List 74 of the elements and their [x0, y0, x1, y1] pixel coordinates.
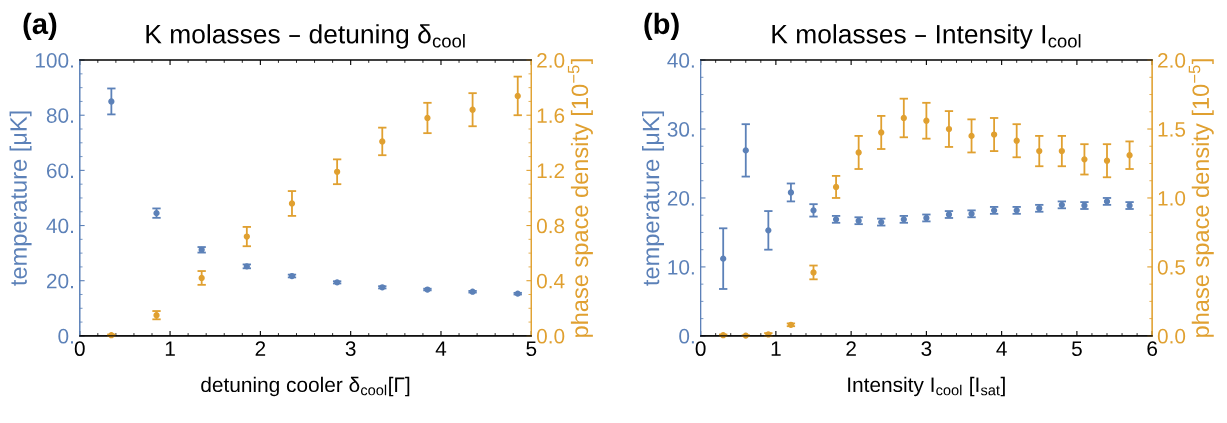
y2-tick-label: 0.0	[1157, 328, 1186, 344]
y-tick-label: 60.	[46, 163, 73, 179]
x-axis-title: detuning cooler δ$_{cool}$[Γ]	[201, 376, 410, 397]
point	[514, 92, 521, 100]
point	[787, 189, 795, 196]
y2-tick-label: 0.8	[536, 218, 565, 234]
point	[810, 269, 817, 276]
y2-tick-label: 0.5	[1157, 259, 1186, 275]
y2-tick-label: 1.0	[1158, 190, 1186, 206]
y-axis-title: temperature [μK]	[642, 111, 665, 286]
x-tick-label: 1	[771, 341, 781, 356]
y2-axis-title: phase space density [10$^{−5}$]	[567, 59, 593, 337]
point	[424, 114, 431, 122]
x-tick-label: 0	[695, 341, 706, 357]
x-tick-label: 0	[74, 341, 85, 357]
y-axis-title: temperature [μK]	[9, 111, 32, 286]
point	[720, 255, 727, 262]
point	[1081, 156, 1088, 163]
x-tick-label: 4	[996, 341, 1007, 356]
point	[1058, 147, 1065, 155]
x-tick-label: 6	[1147, 341, 1158, 357]
y2-tick-label: 1.2	[537, 163, 565, 178]
y-tick-label: 20.	[667, 190, 694, 206]
point	[1013, 137, 1020, 144]
chart-title: K molasses – detuning δ$_{cool}$	[146, 24, 465, 49]
point	[469, 106, 476, 113]
x-tick-label: 2	[255, 341, 266, 356]
point	[810, 207, 817, 214]
point	[1126, 152, 1133, 159]
y2-tick-label: 0.4	[536, 273, 565, 289]
x-tick-label: 4	[435, 341, 447, 356]
y-tick-label: 100.	[35, 53, 73, 68]
point	[765, 227, 772, 234]
y-tick-label: 0.	[679, 328, 694, 344]
point	[379, 138, 386, 145]
y-tick-label: 80.	[46, 108, 73, 123]
y-tick-label: 40.	[46, 218, 73, 234]
point	[945, 125, 953, 133]
point	[243, 233, 250, 240]
point	[288, 200, 296, 207]
point	[832, 183, 840, 191]
point	[878, 129, 885, 136]
point	[108, 98, 115, 105]
y-tick-label: 30.	[667, 122, 694, 137]
point	[334, 168, 341, 175]
point	[1103, 157, 1111, 164]
point	[900, 114, 907, 122]
y-tick-label: 0.	[58, 328, 73, 344]
y-tick-label: 20.	[46, 273, 73, 289]
point	[855, 149, 862, 156]
y2-tick-label: 2.0	[537, 53, 565, 68]
y2-tick-label: 0.0	[536, 328, 565, 344]
point	[198, 274, 205, 282]
point	[968, 132, 975, 140]
x-tick-label: 3	[345, 341, 356, 357]
y2-tick-label: 1.5	[1158, 122, 1186, 137]
y-tick-label: 10.	[668, 259, 694, 275]
y2-tick-label: 2.0	[1158, 53, 1186, 68]
point	[1036, 147, 1043, 155]
x-tick-label: 5	[526, 341, 537, 357]
x-axis-title: Intensity I$_{cool}$ [I$_{sat}$]	[848, 376, 1005, 397]
point	[923, 117, 930, 124]
point	[742, 147, 749, 154]
point	[990, 131, 998, 138]
x-tick-label: 1	[165, 341, 175, 356]
x-tick-label: 5	[1071, 341, 1082, 357]
y2-tick-label: 1.6	[537, 108, 565, 123]
y2-axis-title: phase space density [10$^{−5}$]	[1188, 59, 1214, 337]
chart-title: K molasses – Intensity I$_{cool}$	[772, 24, 1081, 49]
text: (b)	[644, 12, 679, 40]
x-tick-label: 2	[846, 341, 856, 356]
text: (a)	[23, 12, 57, 40]
y-tick-label: 40.	[667, 53, 694, 68]
x-tick-label: 3	[921, 341, 932, 357]
